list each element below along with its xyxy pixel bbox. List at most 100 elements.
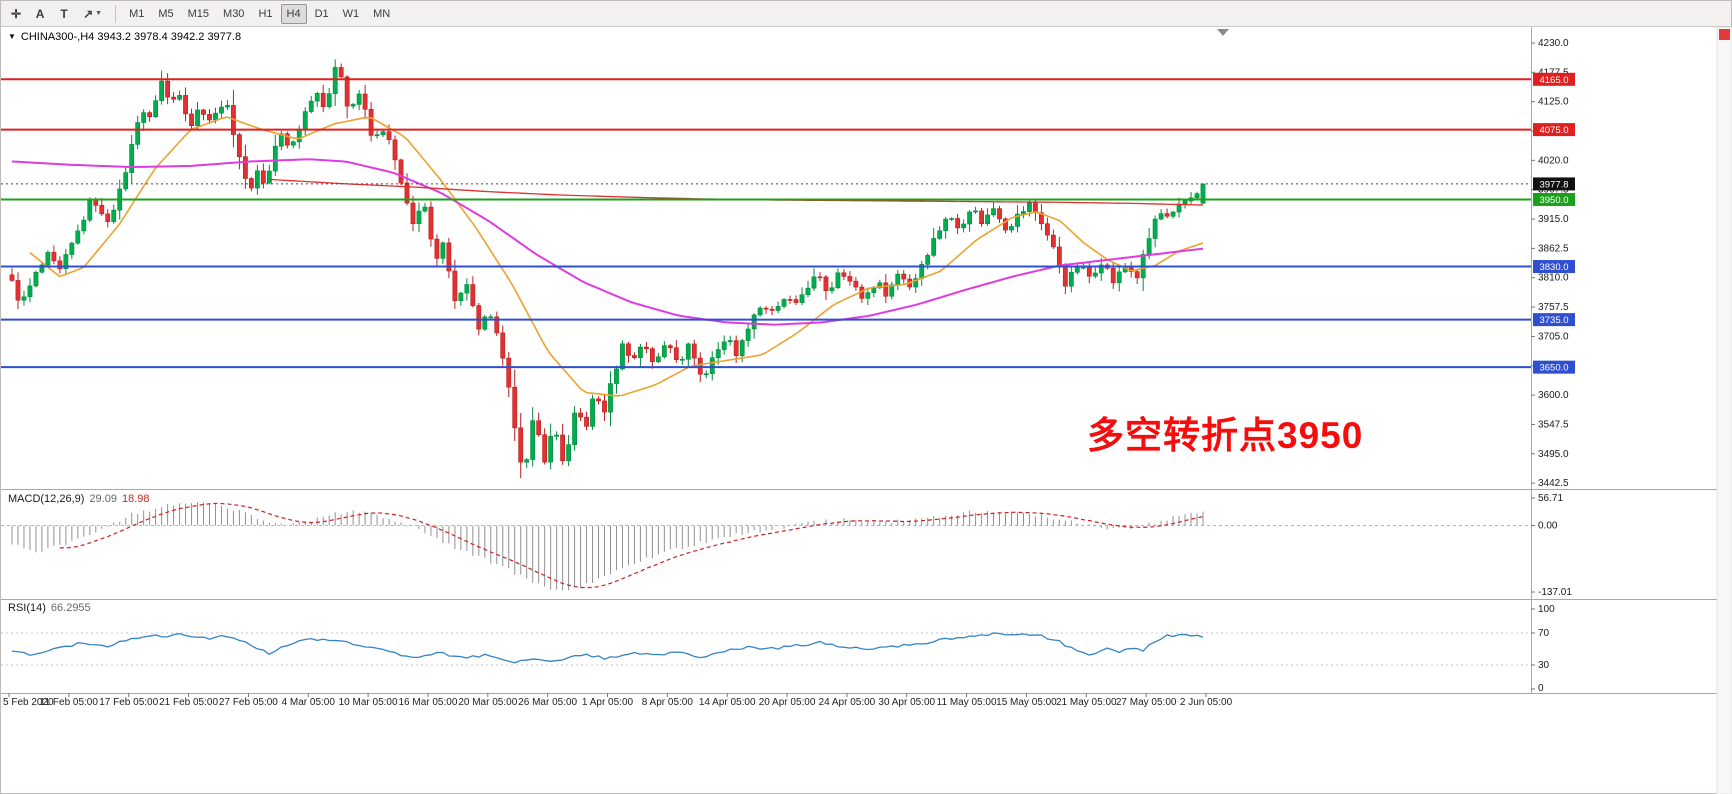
macd-scale-label: 0.00 bbox=[1538, 521, 1558, 532]
time-axis-label: 27 May 05:00 bbox=[1116, 697, 1177, 708]
candle bbox=[536, 420, 542, 436]
price-badge-label: 3830.0 bbox=[1539, 262, 1568, 273]
candle bbox=[781, 299, 787, 307]
candle bbox=[763, 307, 769, 310]
arrows-tool-button[interactable]: ↗ ▼ bbox=[77, 4, 108, 24]
price-tick-label: 3915.0 bbox=[1538, 214, 1569, 225]
candle bbox=[1068, 271, 1074, 287]
candle bbox=[488, 316, 494, 319]
candle bbox=[332, 67, 338, 94]
candle bbox=[925, 255, 931, 265]
candle bbox=[177, 95, 182, 100]
rsi-name: RSI(14) bbox=[8, 602, 46, 614]
candle bbox=[793, 299, 799, 303]
price-badge-label: 3735.0 bbox=[1539, 315, 1568, 326]
candle bbox=[506, 357, 512, 388]
candle bbox=[476, 305, 482, 330]
symbol-dropdown-icon[interactable]: ▼ bbox=[8, 32, 16, 41]
candle bbox=[530, 420, 536, 460]
price-badge-label: 3950.0 bbox=[1539, 195, 1568, 206]
candle bbox=[673, 347, 679, 361]
candle bbox=[320, 93, 326, 108]
candle bbox=[129, 144, 135, 173]
candle bbox=[632, 355, 637, 359]
rsi-scale-label: 0 bbox=[1538, 683, 1544, 694]
candle bbox=[841, 272, 847, 277]
candle bbox=[290, 141, 296, 146]
arrow-icon: ↗ bbox=[83, 6, 94, 21]
macd-label: MACD(12,26,9) 29.09 18.98 bbox=[8, 493, 149, 505]
macd-scale-label: -137.01 bbox=[1538, 587, 1572, 598]
candle bbox=[338, 67, 344, 78]
ma-mid-line bbox=[11, 158, 1204, 326]
candle bbox=[614, 368, 619, 384]
price-tick-label: 3495.0 bbox=[1538, 449, 1569, 460]
text-tool-button[interactable]: A bbox=[29, 4, 51, 24]
macd-scale-label: 56.71 bbox=[1538, 493, 1563, 504]
timeframe-button-m5[interactable]: M5 bbox=[152, 4, 179, 24]
candle bbox=[961, 223, 967, 229]
candle bbox=[350, 104, 356, 107]
time-axis-label: 11 Feb 05:00 bbox=[40, 697, 99, 708]
candle bbox=[1039, 212, 1044, 224]
time-axis-label: 17 Feb 05:00 bbox=[99, 697, 158, 708]
time-axis-label: 24 Apr 05:00 bbox=[819, 697, 876, 708]
candle bbox=[87, 198, 93, 221]
candle bbox=[284, 133, 290, 146]
price-badge bbox=[1533, 177, 1575, 191]
candle bbox=[452, 270, 458, 302]
time-axis-label: 21 May 05:00 bbox=[1056, 697, 1117, 708]
candle bbox=[75, 230, 81, 244]
time-axis-label: 16 Mar 05:00 bbox=[398, 697, 457, 708]
candle bbox=[739, 340, 745, 357]
candle bbox=[105, 213, 111, 222]
candle bbox=[949, 218, 955, 220]
candle bbox=[386, 131, 392, 141]
candle bbox=[225, 105, 230, 108]
crosshair-tool-button[interactable]: ✛ bbox=[5, 4, 27, 24]
price-tick-label: 4020.0 bbox=[1538, 155, 1569, 166]
chart-shift-marker[interactable] bbox=[1217, 29, 1229, 36]
candle bbox=[542, 434, 548, 463]
candle bbox=[201, 109, 206, 115]
candle bbox=[410, 202, 416, 225]
price-tick-label: 3862.5 bbox=[1538, 243, 1569, 254]
price-badge bbox=[1533, 360, 1575, 374]
timeframe-button-m15[interactable]: M15 bbox=[182, 4, 215, 24]
candle bbox=[1158, 213, 1164, 220]
candle bbox=[69, 242, 75, 255]
timeframe-button-d1[interactable]: D1 bbox=[309, 4, 335, 24]
symbol-ohlc-line: ▼ CHINA300-,H4 3943.2 3978.4 3942.2 3977.… bbox=[8, 31, 241, 43]
candle bbox=[602, 400, 607, 413]
rsi-line bbox=[11, 632, 1204, 664]
timeframe-button-h4[interactable]: H4 bbox=[280, 3, 307, 24]
candle bbox=[745, 328, 751, 341]
price-badge bbox=[1533, 260, 1575, 274]
label-tool-button[interactable]: T bbox=[53, 4, 75, 24]
rsi-label: RSI(14) 66.2955 bbox=[8, 602, 91, 614]
timeframe-button-m30[interactable]: M30 bbox=[217, 4, 250, 24]
candle bbox=[1003, 218, 1008, 231]
timeframe-button-m1[interactable]: M1 bbox=[123, 4, 150, 24]
candle bbox=[398, 159, 404, 184]
candle bbox=[661, 345, 667, 358]
timeframe-button-mn[interactable]: MN bbox=[367, 4, 396, 24]
timeframe-button-h1[interactable]: H1 bbox=[252, 4, 278, 24]
timeframe-button-w1[interactable]: W1 bbox=[337, 4, 366, 24]
toolbar: ✛ A T ↗ ▼ M1 M5 M15 M30 H1 H4 D1 W1 MN bbox=[1, 1, 1731, 27]
candle bbox=[548, 436, 554, 463]
candle bbox=[1056, 246, 1062, 268]
candle bbox=[272, 145, 278, 172]
scrollbar-thumb[interactable] bbox=[1719, 29, 1730, 40]
candle bbox=[57, 260, 63, 270]
candle bbox=[123, 172, 129, 190]
candle bbox=[1086, 266, 1092, 277]
price-badge-label: 4075.0 bbox=[1539, 125, 1568, 136]
candle bbox=[416, 210, 422, 225]
candle bbox=[955, 218, 961, 229]
annotation-text[interactable]: 多空转折点3950 bbox=[1087, 415, 1364, 456]
ma-fast-line bbox=[29, 116, 1204, 397]
scrollbar-track[interactable] bbox=[1716, 26, 1732, 794]
candle bbox=[757, 307, 763, 316]
candle bbox=[703, 373, 709, 376]
